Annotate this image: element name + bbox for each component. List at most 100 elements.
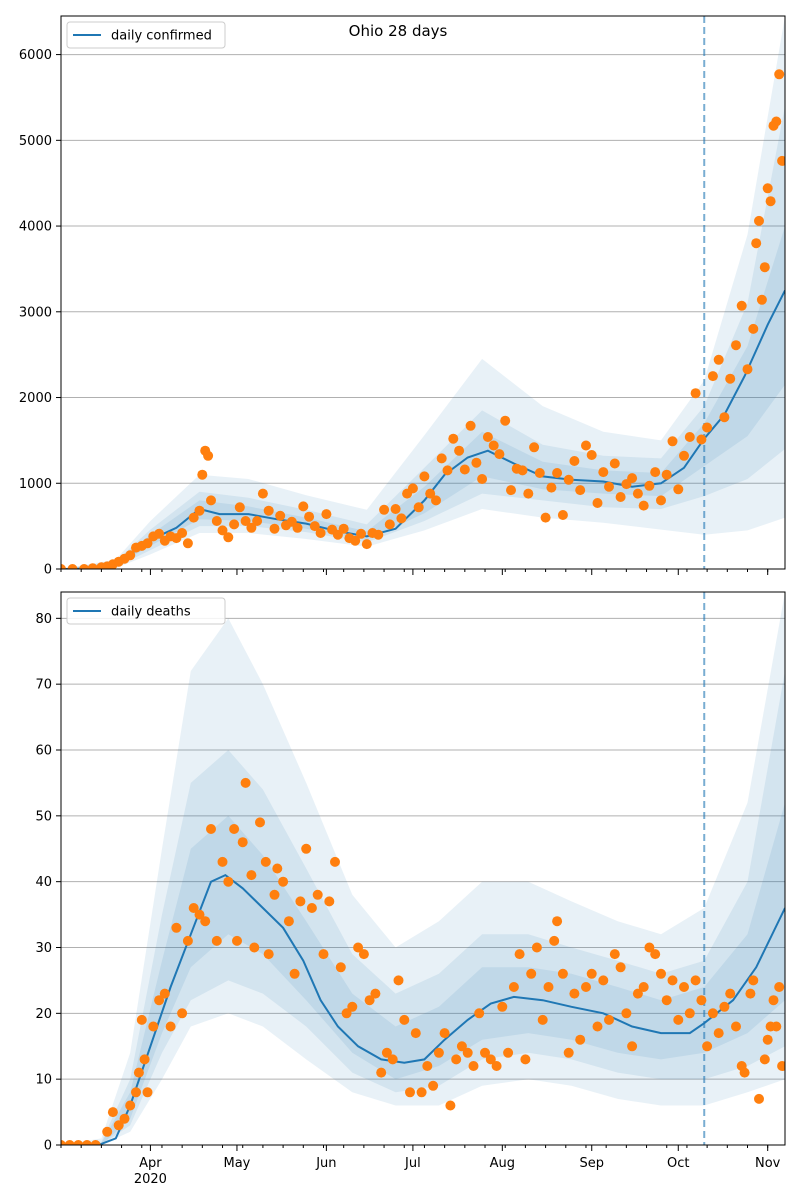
observed-point [707, 371, 718, 382]
observed-point [194, 909, 205, 920]
observed-point [771, 1021, 782, 1032]
observed-point [289, 968, 300, 979]
observed-point [627, 1041, 638, 1052]
observed-point [598, 467, 609, 478]
observed-point [719, 412, 730, 423]
observed-point [197, 469, 208, 480]
observed-point [64, 1140, 75, 1145]
observed-point [494, 449, 505, 460]
observed-point [376, 1067, 387, 1078]
observed-point [223, 532, 234, 543]
x-tick-label: Oct [667, 1156, 689, 1171]
y-tick-label: 3000 [19, 305, 52, 320]
observed-point [604, 1014, 614, 1025]
legend-box [66, 21, 226, 49]
observed-point [165, 1021, 176, 1032]
observed-point [488, 440, 499, 451]
plot-frame [60, 15, 786, 570]
observed-point [690, 388, 701, 399]
observed-point [301, 843, 312, 854]
x-tick-label: Apr [139, 1156, 162, 1171]
observed-point [569, 456, 580, 466]
observed-point [125, 550, 136, 561]
observed-point [269, 523, 280, 534]
observed-point [563, 1047, 574, 1058]
observed-point [428, 1080, 439, 1091]
observed-point [315, 528, 326, 538]
observed-point [523, 488, 534, 499]
observed-point [263, 949, 274, 960]
observed-point [468, 1061, 479, 1071]
observed-point [263, 505, 274, 516]
y-tick-label: 0 [44, 1139, 52, 1154]
observed-point [609, 458, 620, 469]
observed-point [451, 1054, 462, 1065]
observed-point [557, 510, 568, 520]
observed-point [154, 995, 165, 1006]
observed-point [232, 935, 242, 946]
observed-point [667, 436, 678, 447]
observed-point [762, 183, 773, 194]
observed-point [206, 495, 216, 506]
x-tick-label: Jun [315, 1156, 336, 1171]
x-tick-sublabel: 2020 [134, 1172, 167, 1187]
band-middle [61, 671, 785, 1145]
observed-point [684, 432, 695, 442]
observed-point [713, 354, 724, 365]
observed-point [246, 870, 257, 881]
chart-title: Ohio 28 days [349, 22, 448, 40]
observed-point [182, 935, 193, 946]
observed-point [575, 1034, 586, 1045]
observed-point [656, 495, 666, 506]
observed-point [223, 876, 234, 887]
y-tick-label: 5000 [19, 134, 52, 149]
observed-point [661, 469, 672, 480]
observed-point [240, 516, 251, 526]
observed-point [546, 482, 557, 493]
observed-point [739, 1067, 750, 1078]
observed-point [67, 564, 78, 569]
observed-point [436, 453, 447, 464]
observed-point [217, 525, 228, 536]
plot-frame [60, 591, 786, 1146]
observed-point [177, 1008, 188, 1019]
observed-point [338, 523, 349, 534]
observed-point [592, 1021, 603, 1032]
observed-point [759, 262, 770, 273]
observed-point [713, 1028, 724, 1039]
observed-point [87, 563, 98, 569]
observed-point [358, 949, 369, 960]
observed-point [702, 422, 713, 433]
y-tick-label: 1000 [19, 477, 52, 492]
observed-point [82, 1140, 92, 1145]
observed-point [61, 1140, 66, 1145]
observed-point [534, 468, 545, 478]
observed-point [142, 538, 153, 549]
observed-point [537, 1014, 548, 1025]
y-tick-label: 40 [35, 875, 52, 890]
observed-point [627, 473, 638, 484]
observed-point [529, 442, 540, 453]
observed-point [506, 485, 516, 496]
observed-point [249, 942, 260, 953]
observed-point [725, 373, 736, 384]
observed-point [188, 512, 199, 523]
observed-point [742, 364, 753, 375]
observed-point [356, 528, 366, 539]
observed-point [456, 1041, 467, 1052]
y-tick-label: 0 [44, 563, 52, 578]
observed-point [754, 1093, 764, 1104]
observed-point [679, 982, 689, 992]
observed-point [609, 949, 620, 960]
observed-point [526, 968, 537, 979]
observed-point [309, 521, 320, 532]
plot-area [61, 16, 785, 569]
observed-point [471, 457, 482, 468]
observed-point [480, 1047, 490, 1058]
observed-point [295, 896, 306, 907]
observed-point [381, 1047, 392, 1058]
observed-point [673, 484, 684, 495]
observed-point [644, 480, 655, 491]
observed-point [283, 916, 294, 927]
